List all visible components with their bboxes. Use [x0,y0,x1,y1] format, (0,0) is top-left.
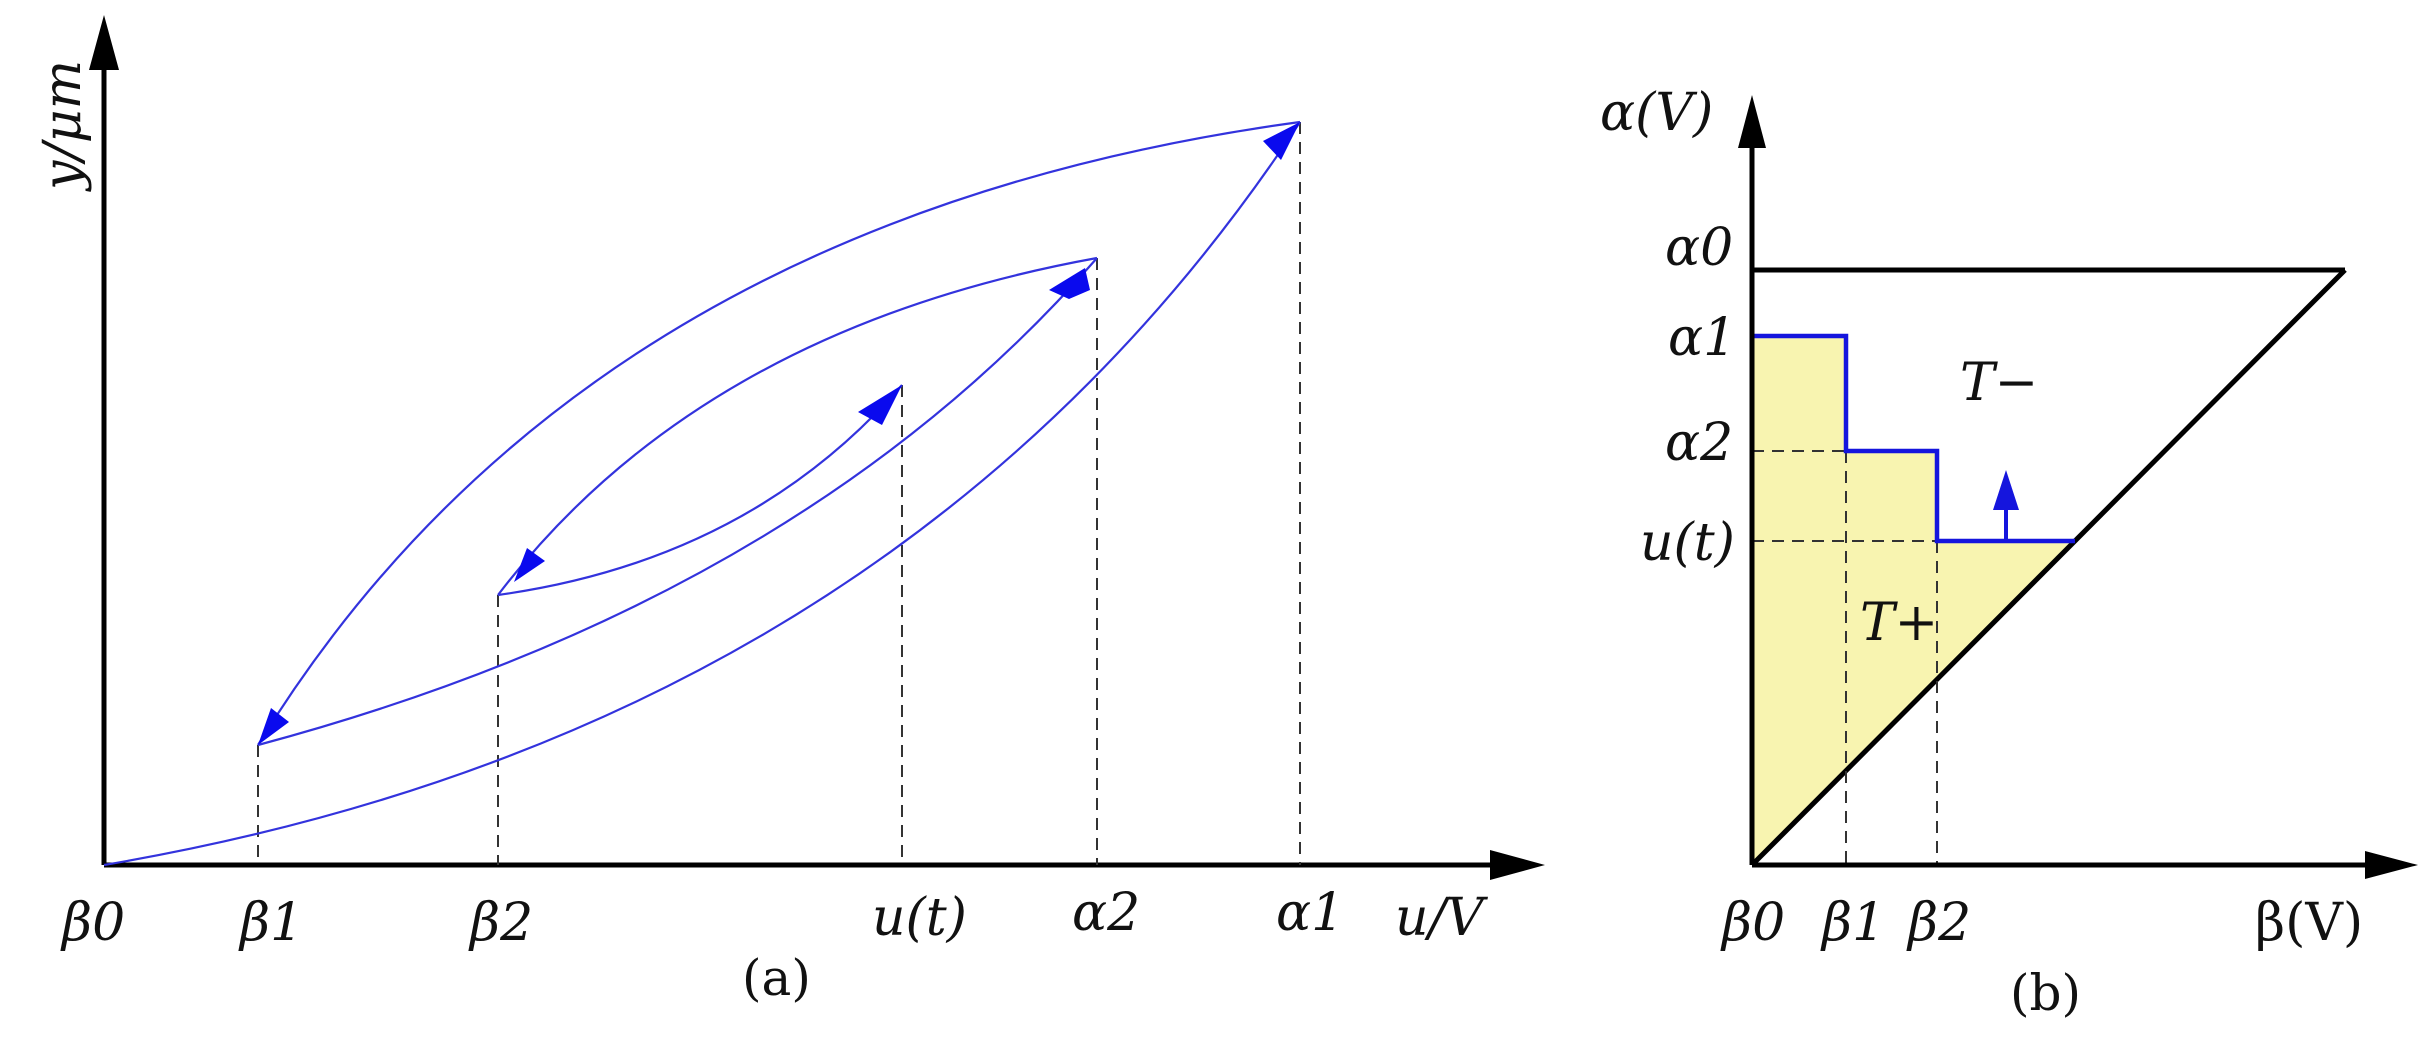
tick-beta1: β1 [238,893,303,953]
region-t-minus-label: T− [1960,353,2038,413]
tick-alpha2: α2 [1072,883,1140,943]
panel-a-dashed-guides [257,122,1301,865]
region-t-plus-fill [1752,336,2075,865]
panel-a: y/μm u/V β0 β1 β2 u(t) α2 α1 (a) [33,15,1545,1007]
panel-a-y-arrowhead [89,15,119,70]
arrow-to-alpha2 [1049,268,1090,299]
panel-b: α(V) α0 α1 α2 u(t) β0 β1 β2 β(V) T− T+ (… [1600,83,2418,1022]
panel-b-y-arrowhead [1738,95,1766,148]
arrow-to-alpha1 [1263,122,1300,160]
panel-a-x-label: u/V [1395,888,1488,948]
tick-b-beta0: β0 [1720,893,1785,953]
direction-arrows [258,122,1300,745]
panel-b-dashed-guides [1752,450,1938,865]
ascending-curve-beta0-alpha1 [103,121,1301,867]
tick-b-alpha1: α1 [1668,308,1736,368]
hysteresis-curves [103,120,1301,867]
panel-a-caption: (a) [742,949,811,1007]
tick-beta2: β2 [468,893,533,953]
panel-b-x-arrowhead [2365,851,2418,879]
tick-beta0: β0 [60,893,125,953]
triangle-hypotenuse [1750,268,2347,867]
panel-b-x-label: β(V) [2255,893,2363,953]
arrow-to-u [858,385,902,425]
panel-a-y-label: y/μm [33,60,93,192]
panel-b-y-label: α(V) [1600,83,1713,143]
ascending-curve-beta1-alpha2 [257,257,1098,747]
tick-b-beta1: β1 [1820,893,1885,953]
tick-b-beta2: β2 [1906,893,1971,953]
staircase-boundary [1752,333,2075,544]
panel-a-x-arrowhead [1490,850,1545,880]
tick-b-alpha2: α2 [1665,413,1733,473]
arrow-to-beta1 [258,708,289,745]
tick-b-alpha0: α0 [1665,218,1733,278]
arrow-to-beta2 [514,548,545,582]
ascending-curve-beta2-u [497,384,903,597]
tick-u: u(t) [872,888,967,948]
region-t-plus-label: T+ [1860,593,1938,653]
tick-b-u: u(t) [1640,513,1735,573]
descending-curve-alpha1-beta1 [257,120,1301,746]
staircase-up-arrow-head [1993,470,2019,510]
tick-alpha1: α1 [1276,883,1344,943]
panel-b-caption: (b) [2010,964,2081,1022]
descending-curve-alpha2-beta2 [497,256,1098,596]
